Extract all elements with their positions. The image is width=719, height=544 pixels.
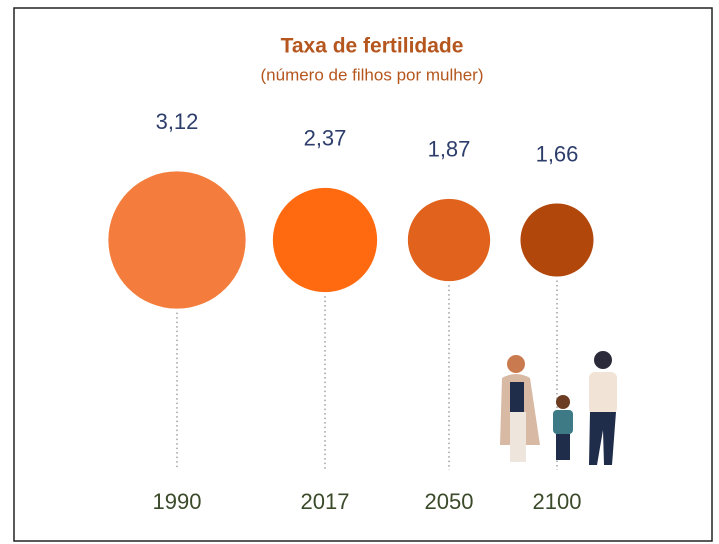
family-illustration <box>500 351 617 465</box>
child-pants <box>556 434 570 460</box>
child-shirt <box>553 410 573 434</box>
bubble <box>520 203 593 276</box>
year-label: 2017 <box>301 489 350 514</box>
bubble <box>108 171 245 308</box>
man-shirt <box>589 372 617 414</box>
chart-title: Taxa de fertilidade <box>281 35 464 58</box>
child-head <box>556 395 570 409</box>
year-label: 2100 <box>533 489 582 514</box>
bubble <box>273 188 377 292</box>
value-label: 1,66 <box>536 141 579 166</box>
year-label: 2050 <box>425 489 474 514</box>
value-label: 3,12 <box>156 109 199 134</box>
man-head <box>594 351 612 369</box>
woman-pants <box>510 412 526 462</box>
value-label: 1,87 <box>428 137 471 162</box>
value-label: 2,37 <box>304 126 347 151</box>
man-pants <box>589 412 616 465</box>
bubble <box>408 199 490 281</box>
chart-subtitle: (número de filhos por mulher) <box>261 65 484 84</box>
infographic: Taxa de fertilidade (número de filhos po… <box>0 0 719 544</box>
woman-top <box>510 382 524 412</box>
woman-head <box>507 355 525 373</box>
year-label: 1990 <box>153 489 202 514</box>
